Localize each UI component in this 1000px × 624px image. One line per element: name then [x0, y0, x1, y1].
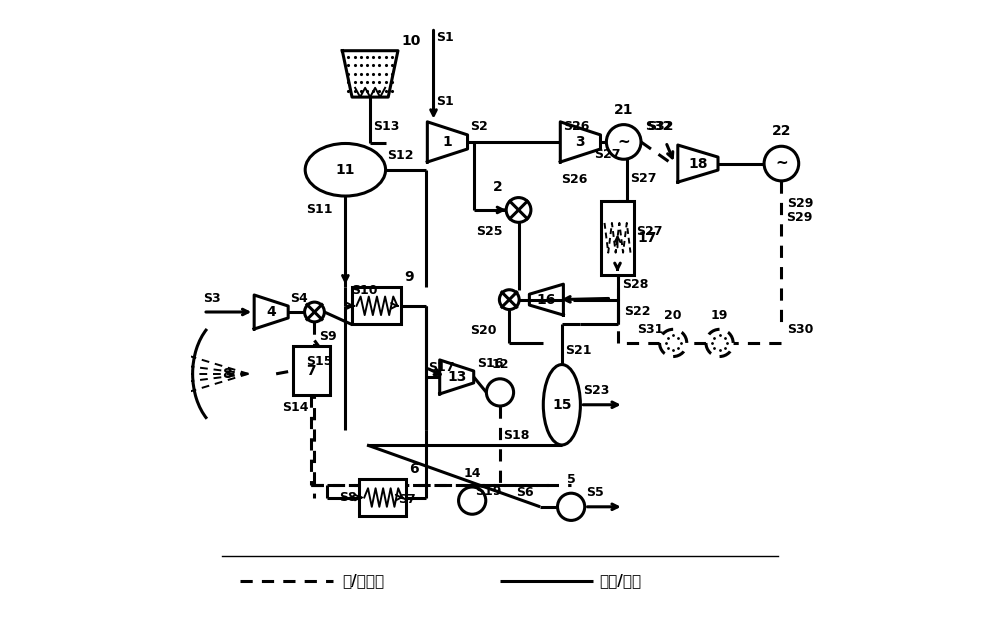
- Text: 18: 18: [688, 157, 708, 170]
- Text: S19: S19: [475, 485, 502, 498]
- Text: S5: S5: [587, 486, 604, 499]
- Text: S23: S23: [583, 384, 610, 397]
- Text: S29: S29: [786, 212, 813, 225]
- Text: S2: S2: [471, 120, 488, 133]
- Text: S10: S10: [352, 283, 378, 296]
- Text: S13: S13: [373, 120, 400, 133]
- Text: 19: 19: [711, 309, 728, 322]
- Text: 15: 15: [552, 397, 572, 412]
- Ellipse shape: [543, 364, 580, 445]
- Text: ~: ~: [617, 134, 630, 149]
- Text: S1: S1: [437, 31, 454, 44]
- Text: 4: 4: [266, 305, 276, 319]
- Text: S30: S30: [788, 323, 814, 336]
- Text: S21: S21: [565, 344, 591, 356]
- Text: S27: S27: [636, 225, 663, 238]
- Text: S7: S7: [398, 492, 416, 505]
- Text: 6: 6: [409, 462, 418, 476]
- Circle shape: [506, 198, 531, 222]
- Text: S11: S11: [307, 203, 333, 217]
- Bar: [352, 287, 401, 324]
- Text: S18: S18: [503, 429, 529, 442]
- Circle shape: [558, 493, 585, 520]
- Text: 10: 10: [401, 34, 420, 47]
- Text: S29: S29: [788, 197, 814, 210]
- Text: 2: 2: [493, 180, 503, 195]
- Text: S4: S4: [290, 291, 308, 305]
- Text: 13: 13: [447, 370, 466, 384]
- Text: S32: S32: [645, 120, 672, 133]
- Text: S27: S27: [594, 148, 621, 161]
- Text: S15: S15: [307, 355, 333, 368]
- Text: S26: S26: [561, 173, 587, 186]
- Text: S25: S25: [477, 225, 503, 238]
- Text: 3: 3: [576, 135, 585, 149]
- Text: 7: 7: [307, 364, 316, 378]
- Text: S22: S22: [624, 305, 650, 318]
- Circle shape: [305, 302, 324, 322]
- Text: 20: 20: [664, 309, 682, 322]
- Text: 17: 17: [638, 231, 657, 245]
- Text: S20: S20: [470, 324, 497, 337]
- Text: S9: S9: [319, 330, 337, 343]
- Text: S31: S31: [638, 323, 664, 336]
- Text: 8: 8: [222, 367, 232, 381]
- Text: S14: S14: [282, 401, 308, 414]
- Text: 5: 5: [567, 473, 575, 485]
- Text: S17: S17: [428, 361, 454, 374]
- Circle shape: [660, 329, 687, 356]
- Ellipse shape: [305, 144, 386, 196]
- Text: 水/水蒸汽: 水/水蒸汽: [342, 573, 384, 588]
- Text: 11: 11: [336, 163, 355, 177]
- Circle shape: [764, 146, 799, 181]
- Text: ~: ~: [775, 156, 788, 171]
- Text: S32: S32: [647, 120, 674, 133]
- Text: S3: S3: [203, 291, 221, 305]
- Circle shape: [499, 290, 519, 310]
- Text: S16: S16: [477, 356, 503, 369]
- Text: S27: S27: [630, 172, 656, 185]
- Text: S1: S1: [437, 95, 454, 108]
- Bar: [601, 201, 634, 275]
- Circle shape: [606, 125, 641, 159]
- Text: 1: 1: [443, 135, 452, 149]
- Circle shape: [486, 379, 514, 406]
- Text: S28: S28: [622, 278, 649, 291]
- Text: S6: S6: [516, 486, 534, 499]
- Circle shape: [459, 487, 486, 514]
- Text: 12: 12: [491, 358, 509, 371]
- Text: 16: 16: [537, 293, 556, 306]
- Text: S26: S26: [563, 120, 590, 133]
- Circle shape: [706, 329, 733, 356]
- Text: 21: 21: [614, 102, 633, 117]
- Text: S12: S12: [387, 149, 414, 162]
- Bar: [293, 346, 330, 396]
- Text: S8: S8: [339, 491, 357, 504]
- Text: 14: 14: [463, 467, 481, 480]
- Text: 气体/甲烷: 气体/甲烷: [599, 573, 641, 588]
- Text: 22: 22: [772, 124, 791, 139]
- Text: 9: 9: [404, 270, 414, 284]
- Bar: [359, 479, 406, 516]
